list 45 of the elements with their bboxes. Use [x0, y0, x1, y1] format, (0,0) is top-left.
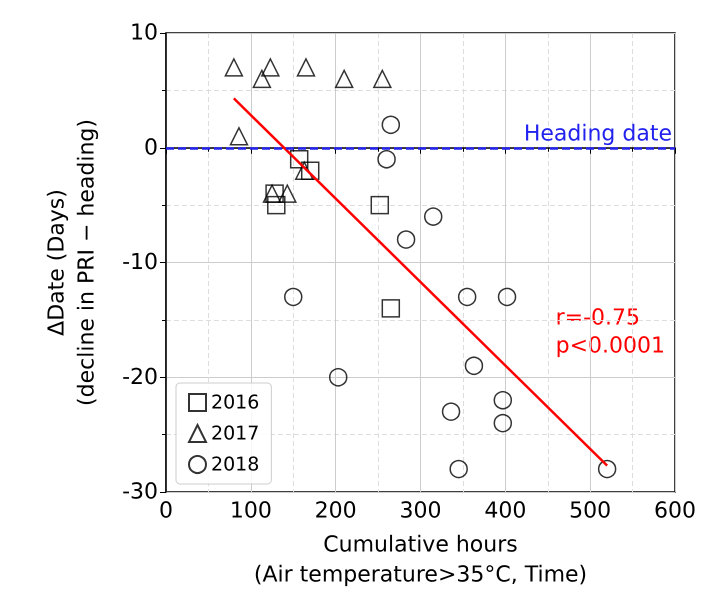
point	[377, 150, 396, 168]
point	[261, 58, 280, 77]
x-tick-label: 300	[400, 498, 442, 524]
point	[396, 230, 416, 249]
point	[498, 288, 516, 306]
y-tick-label: 10	[130, 20, 158, 46]
x-axis-title: Cumulative hours (Air temperature>35°C, Time)	[254, 532, 588, 588]
point	[334, 70, 354, 88]
point	[424, 207, 442, 226]
y-tick-label: -10	[122, 250, 158, 275]
point	[494, 414, 512, 432]
point	[290, 150, 308, 168]
point	[382, 116, 400, 134]
x-tick-label: 100	[230, 498, 272, 524]
legend-label: 2017	[211, 422, 260, 444]
point	[278, 184, 297, 203]
x-tick-label: 400	[484, 498, 526, 524]
point	[449, 460, 468, 478]
point	[598, 460, 616, 478]
point	[328, 368, 348, 386]
x-tick-label: 500	[569, 498, 612, 524]
point	[442, 402, 460, 421]
point	[464, 356, 484, 376]
point	[494, 390, 512, 410]
y-axis-title: ΔDate (Days) (decline in PRI − heading)	[44, 119, 100, 406]
point	[224, 58, 244, 77]
point	[373, 70, 392, 88]
y-tick-label: -30	[122, 480, 158, 504]
point	[284, 288, 302, 306]
x-tick-label: 600	[654, 498, 696, 524]
point	[382, 299, 400, 318]
legend-label: 2018	[211, 454, 260, 476]
point	[300, 161, 320, 180]
point	[252, 70, 272, 88]
point	[296, 58, 316, 77]
ref-line-label: Heading date	[524, 121, 672, 146]
point	[230, 127, 248, 146]
y-tick-label: 0	[144, 135, 158, 160]
point	[295, 161, 314, 180]
x-tick-label: 200	[314, 498, 357, 524]
point	[267, 196, 286, 214]
point	[458, 288, 476, 306]
y-tick-label: -20	[122, 364, 158, 390]
point	[370, 196, 390, 214]
legend-label: 2016	[211, 392, 260, 414]
